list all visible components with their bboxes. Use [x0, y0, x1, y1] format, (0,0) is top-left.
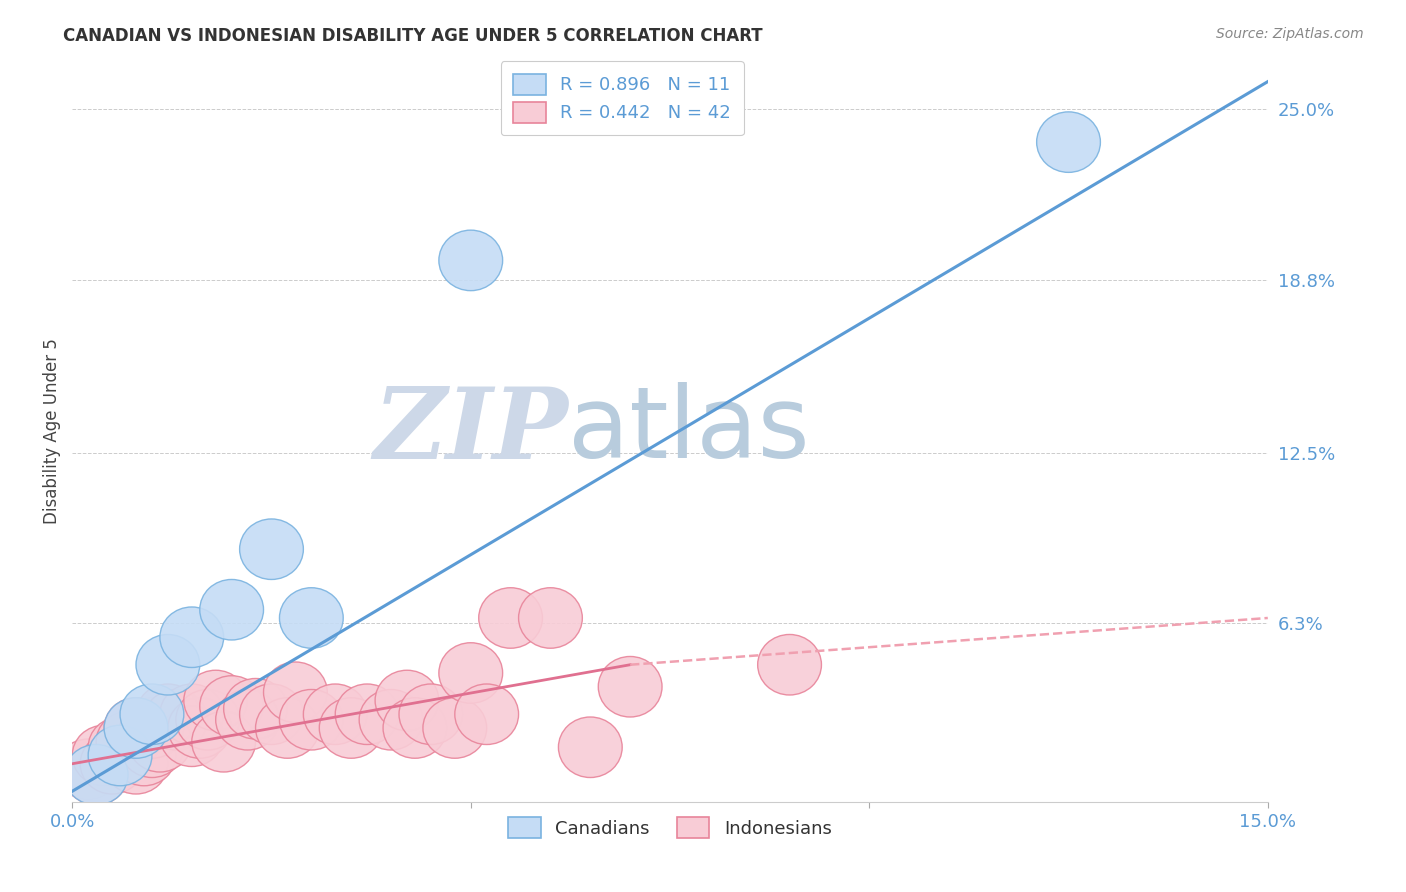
- Ellipse shape: [375, 670, 439, 731]
- Text: ZIP: ZIP: [374, 383, 568, 479]
- Ellipse shape: [112, 725, 176, 786]
- Ellipse shape: [280, 690, 343, 750]
- Ellipse shape: [599, 657, 662, 717]
- Ellipse shape: [263, 662, 328, 723]
- Ellipse shape: [224, 679, 287, 739]
- Ellipse shape: [160, 706, 224, 766]
- Ellipse shape: [104, 698, 167, 758]
- Ellipse shape: [191, 712, 256, 772]
- Ellipse shape: [454, 684, 519, 745]
- Ellipse shape: [423, 698, 486, 758]
- Ellipse shape: [200, 580, 263, 640]
- Ellipse shape: [104, 698, 167, 758]
- Ellipse shape: [56, 739, 120, 799]
- Ellipse shape: [89, 717, 152, 778]
- Ellipse shape: [104, 733, 167, 794]
- Text: Source: ZipAtlas.com: Source: ZipAtlas.com: [1216, 27, 1364, 41]
- Ellipse shape: [239, 684, 304, 745]
- Ellipse shape: [1036, 112, 1101, 172]
- Ellipse shape: [478, 588, 543, 648]
- Ellipse shape: [382, 698, 447, 758]
- Ellipse shape: [65, 745, 128, 805]
- Text: atlas: atlas: [568, 383, 810, 479]
- Ellipse shape: [128, 712, 191, 772]
- Ellipse shape: [167, 698, 232, 758]
- Ellipse shape: [758, 634, 821, 695]
- Ellipse shape: [89, 725, 152, 786]
- Ellipse shape: [280, 588, 343, 648]
- Ellipse shape: [65, 745, 128, 805]
- Ellipse shape: [200, 676, 263, 736]
- Ellipse shape: [519, 588, 582, 648]
- Y-axis label: Disability Age Under 5: Disability Age Under 5: [44, 338, 60, 524]
- Ellipse shape: [160, 684, 224, 745]
- Ellipse shape: [256, 698, 319, 758]
- Ellipse shape: [215, 690, 280, 750]
- Ellipse shape: [120, 717, 184, 778]
- Ellipse shape: [359, 690, 423, 750]
- Ellipse shape: [304, 684, 367, 745]
- Ellipse shape: [136, 634, 200, 695]
- Ellipse shape: [439, 230, 502, 291]
- Legend: Canadians, Indonesians: Canadians, Indonesians: [501, 810, 839, 846]
- Ellipse shape: [184, 670, 247, 731]
- Text: CANADIAN VS INDONESIAN DISABILITY AGE UNDER 5 CORRELATION CHART: CANADIAN VS INDONESIAN DISABILITY AGE UN…: [63, 27, 763, 45]
- Ellipse shape: [399, 684, 463, 745]
- Ellipse shape: [136, 684, 200, 745]
- Ellipse shape: [439, 643, 502, 703]
- Ellipse shape: [72, 725, 136, 786]
- Ellipse shape: [319, 698, 382, 758]
- Ellipse shape: [558, 717, 623, 778]
- Ellipse shape: [239, 519, 304, 580]
- Ellipse shape: [160, 607, 224, 667]
- Ellipse shape: [96, 712, 160, 772]
- Ellipse shape: [176, 690, 239, 750]
- Ellipse shape: [120, 698, 184, 758]
- Ellipse shape: [80, 733, 143, 794]
- Ellipse shape: [335, 684, 399, 745]
- Ellipse shape: [120, 684, 184, 745]
- Ellipse shape: [143, 690, 208, 750]
